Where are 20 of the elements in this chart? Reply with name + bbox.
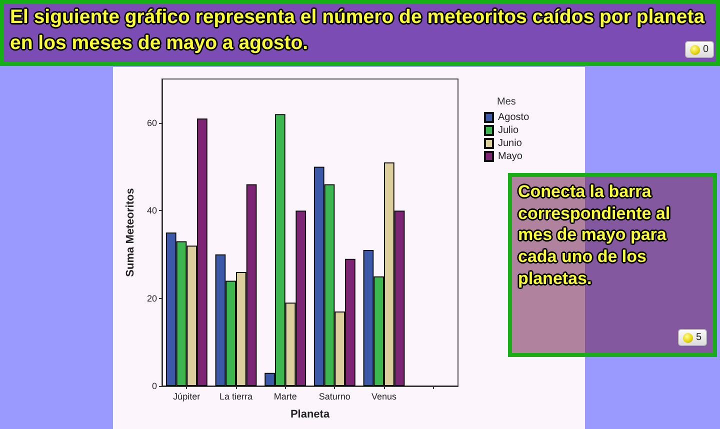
x-tick-label: Saturno — [318, 392, 350, 402]
x-tick-label: La tierra — [219, 392, 253, 402]
legend-label: Julio — [498, 125, 520, 136]
text: 5 — [696, 332, 702, 343]
y-tick-label: 0 — [152, 381, 157, 391]
x-tick-label: Júpiter — [173, 392, 200, 402]
y-tick-label: 60 — [146, 118, 157, 128]
legend-label: Agosto — [498, 112, 530, 123]
legend-label: Junio — [498, 138, 522, 149]
x-tick-label: Venus — [371, 392, 398, 402]
y-axis-title: Suma Meteoritos — [124, 188, 137, 277]
text: Conecta la barra correspondiente al mes de mayo para cada uno de los planetas. — [518, 181, 672, 290]
y-tick-label: 20 — [146, 293, 157, 304]
y-tick-label: 40 — [146, 206, 157, 216]
x-axis-title: Planeta — [290, 408, 330, 420]
legend-label: Mayo — [498, 151, 523, 162]
legend-title: Mes — [497, 96, 516, 108]
chart-title: El siguiente gráfico representa el número de meteoritos caídos por planeta en los meses de mayo a agosto. — [10, 6, 705, 54]
text: 0 — [703, 44, 709, 55]
x-tick-label: Marte — [274, 392, 297, 402]
